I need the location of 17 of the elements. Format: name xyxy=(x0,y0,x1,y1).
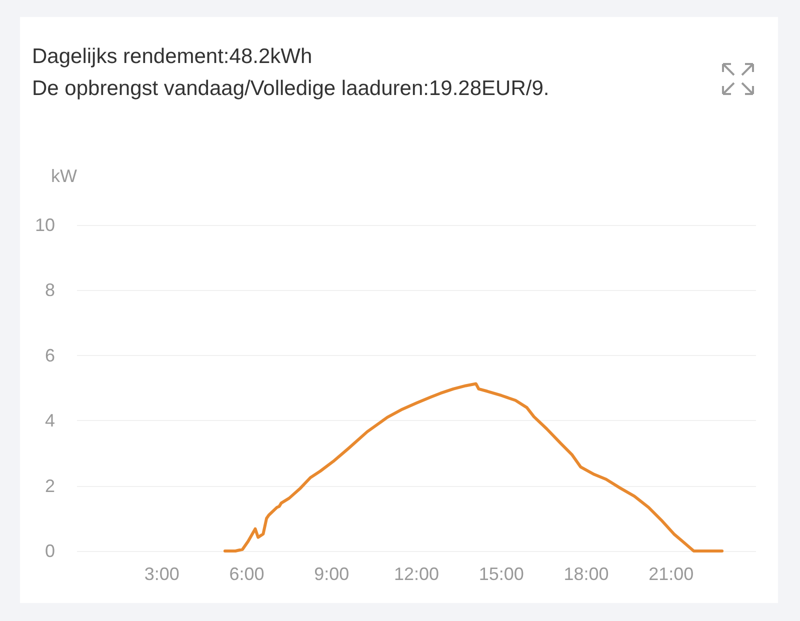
chart-title: Dagelijks rendement:48.2kWh xyxy=(32,44,314,70)
y-tick-label: 0 xyxy=(44,541,55,561)
y-tick-label: 4 xyxy=(44,410,55,431)
x-tick-label: 21:00 xyxy=(648,564,694,584)
line-series xyxy=(223,382,724,552)
x-tick-label: 18:00 xyxy=(564,564,609,584)
y-tick-label: 8 xyxy=(44,280,55,300)
x-tick-label: 9:00 xyxy=(314,564,350,584)
y-tick-label: 2 xyxy=(44,476,55,496)
x-tick-label: 12:00 xyxy=(394,564,440,584)
chart-subtitle: De opbrengst vandaag/Volledige laaduren:19.28EUR/9. xyxy=(32,76,550,102)
y-axis-title: kW xyxy=(51,166,77,186)
x-tick-label: 6:00 xyxy=(229,564,264,584)
x-tick-label: 3:00 xyxy=(144,564,180,584)
x-tick-label: 15:00 xyxy=(478,564,524,584)
y-tick-label: 6 xyxy=(44,345,55,366)
y-tick-label: 10 xyxy=(34,215,55,235)
